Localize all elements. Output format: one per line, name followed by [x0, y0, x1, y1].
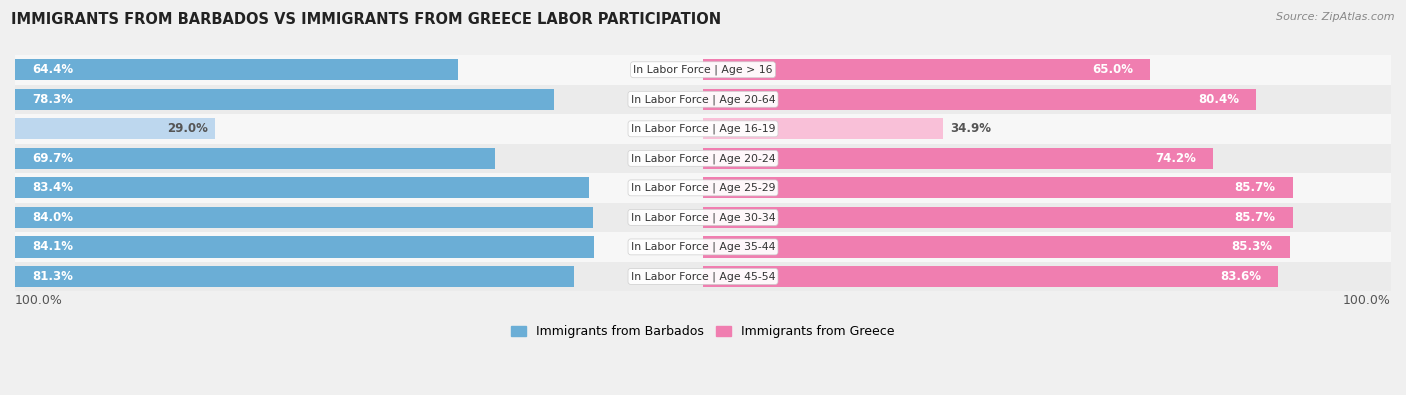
Text: 29.0%: 29.0%	[167, 122, 208, 135]
Bar	[15, 55, 1391, 85]
Text: 83.4%: 83.4%	[32, 181, 73, 194]
Bar	[15, 261, 1391, 291]
Text: 84.1%: 84.1%	[32, 241, 73, 254]
Text: 69.7%: 69.7%	[32, 152, 73, 165]
Text: 80.4%: 80.4%	[1198, 93, 1239, 106]
Text: 85.7%: 85.7%	[1234, 211, 1275, 224]
Bar	[15, 88, 554, 110]
Text: In Labor Force | Age 25-29: In Labor Force | Age 25-29	[631, 182, 775, 193]
Bar	[15, 59, 458, 80]
Text: In Labor Force | Age 20-24: In Labor Force | Age 20-24	[631, 153, 775, 164]
Text: 85.3%: 85.3%	[1232, 241, 1272, 254]
Text: 100.0%: 100.0%	[15, 294, 63, 307]
Bar	[15, 207, 593, 228]
Text: In Labor Force | Age > 16: In Labor Force | Age > 16	[633, 64, 773, 75]
Bar	[15, 203, 1391, 232]
Bar	[15, 114, 1391, 143]
Bar	[703, 59, 1150, 80]
Bar	[703, 177, 1292, 199]
Text: 100.0%: 100.0%	[1343, 294, 1391, 307]
Bar	[703, 118, 943, 139]
Text: IMMIGRANTS FROM BARBADOS VS IMMIGRANTS FROM GREECE LABOR PARTICIPATION: IMMIGRANTS FROM BARBADOS VS IMMIGRANTS F…	[11, 12, 721, 27]
Bar	[15, 266, 574, 287]
Text: In Labor Force | Age 16-19: In Labor Force | Age 16-19	[631, 124, 775, 134]
Text: In Labor Force | Age 45-54: In Labor Force | Age 45-54	[631, 271, 775, 282]
Legend: Immigrants from Barbados, Immigrants from Greece: Immigrants from Barbados, Immigrants fro…	[506, 320, 900, 343]
Text: In Labor Force | Age 35-44: In Labor Force | Age 35-44	[631, 242, 775, 252]
Bar	[15, 177, 589, 199]
Text: 84.0%: 84.0%	[32, 211, 73, 224]
Bar	[703, 207, 1292, 228]
Text: 74.2%: 74.2%	[1156, 152, 1197, 165]
Text: 83.6%: 83.6%	[1220, 270, 1261, 283]
Bar	[15, 173, 1391, 203]
Bar	[15, 236, 593, 258]
Text: 85.7%: 85.7%	[1234, 181, 1275, 194]
Text: In Labor Force | Age 20-64: In Labor Force | Age 20-64	[631, 94, 775, 105]
Bar	[703, 236, 1289, 258]
Text: Source: ZipAtlas.com: Source: ZipAtlas.com	[1277, 12, 1395, 22]
Text: 64.4%: 64.4%	[32, 63, 73, 76]
Bar	[703, 266, 1278, 287]
Text: 78.3%: 78.3%	[32, 93, 73, 106]
Text: 81.3%: 81.3%	[32, 270, 73, 283]
Text: 34.9%: 34.9%	[950, 122, 991, 135]
Bar	[703, 148, 1213, 169]
Bar	[15, 85, 1391, 114]
Bar	[15, 232, 1391, 261]
Text: In Labor Force | Age 30-34: In Labor Force | Age 30-34	[631, 212, 775, 223]
Bar	[15, 143, 1391, 173]
Bar	[15, 118, 215, 139]
Bar	[15, 148, 495, 169]
Text: 65.0%: 65.0%	[1092, 63, 1133, 76]
Bar	[703, 88, 1256, 110]
